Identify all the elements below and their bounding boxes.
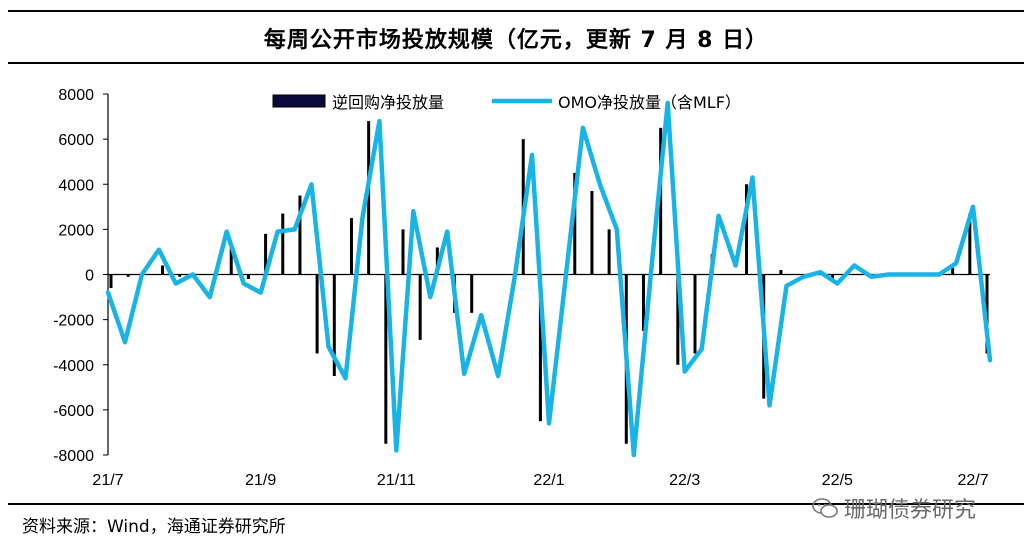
bar: [418, 274, 422, 340]
bar: [641, 274, 645, 331]
source-note: 资料来源：Wind，海通证券研究所: [22, 517, 286, 537]
y-tick-label: -4000: [53, 358, 94, 375]
top-rule: [8, 10, 1024, 12]
bar: [281, 213, 285, 275]
bar: [161, 265, 165, 275]
bar: [126, 274, 130, 277]
x-tick-label: 22/7: [957, 472, 988, 489]
bar: [401, 229, 405, 275]
legend-bar-swatch: [272, 94, 326, 108]
chart-title: 每周公开市场投放规模（亿元，更新 7 月 8 日）: [263, 28, 769, 53]
omo-line-series: [105, 100, 993, 458]
bar: [264, 233, 268, 275]
legend-bar-label: 逆回购净投放量: [332, 93, 444, 112]
bar: [538, 274, 542, 422]
wechat-icon: [812, 498, 838, 518]
bar: [367, 121, 371, 275]
bar: [109, 274, 113, 289]
bar: [332, 274, 336, 377]
x-tick-label: 21/7: [92, 472, 123, 489]
y-tick-label: 4000: [58, 177, 94, 194]
y-tick-label: 2000: [58, 222, 94, 239]
bar: [178, 274, 182, 277]
bar: [384, 274, 388, 444]
bar: [349, 218, 353, 275]
bar: [676, 274, 680, 365]
bar: [607, 229, 611, 275]
y-tick-label: 6000: [58, 132, 94, 149]
bar: [590, 191, 594, 275]
x-tick-label: 22/5: [822, 472, 853, 489]
y-tick-label: -8000: [53, 448, 94, 465]
x-tick-label: 22/3: [669, 472, 700, 489]
x-tick-label: 21/9: [245, 472, 276, 489]
bar: [779, 269, 783, 275]
bar: [951, 267, 955, 275]
bar: [246, 274, 250, 280]
y-tick-label: -2000: [53, 313, 94, 330]
bar: [298, 195, 302, 275]
bar: [745, 184, 749, 275]
bar: [693, 274, 697, 354]
y-tick-label: -6000: [53, 403, 94, 420]
bar: [470, 274, 474, 313]
bar: [315, 274, 319, 354]
y-tick-label: 8000: [58, 87, 94, 104]
bar: [229, 247, 233, 275]
legend-line-label: OMO净投放量（含MLF）: [558, 93, 741, 112]
watermark-text: 珊瑚债券研究: [844, 498, 977, 523]
y-tick-label: 0: [85, 268, 94, 285]
watermark: 珊瑚债券研究: [812, 492, 976, 524]
bar: [659, 127, 663, 275]
title-rule: [8, 62, 1024, 64]
x-tick-label: 21/11: [377, 472, 416, 489]
x-tick-label: 22/1: [533, 472, 564, 489]
bar: [573, 172, 577, 275]
bottom-rule: [8, 503, 1024, 505]
bar: [968, 213, 972, 275]
